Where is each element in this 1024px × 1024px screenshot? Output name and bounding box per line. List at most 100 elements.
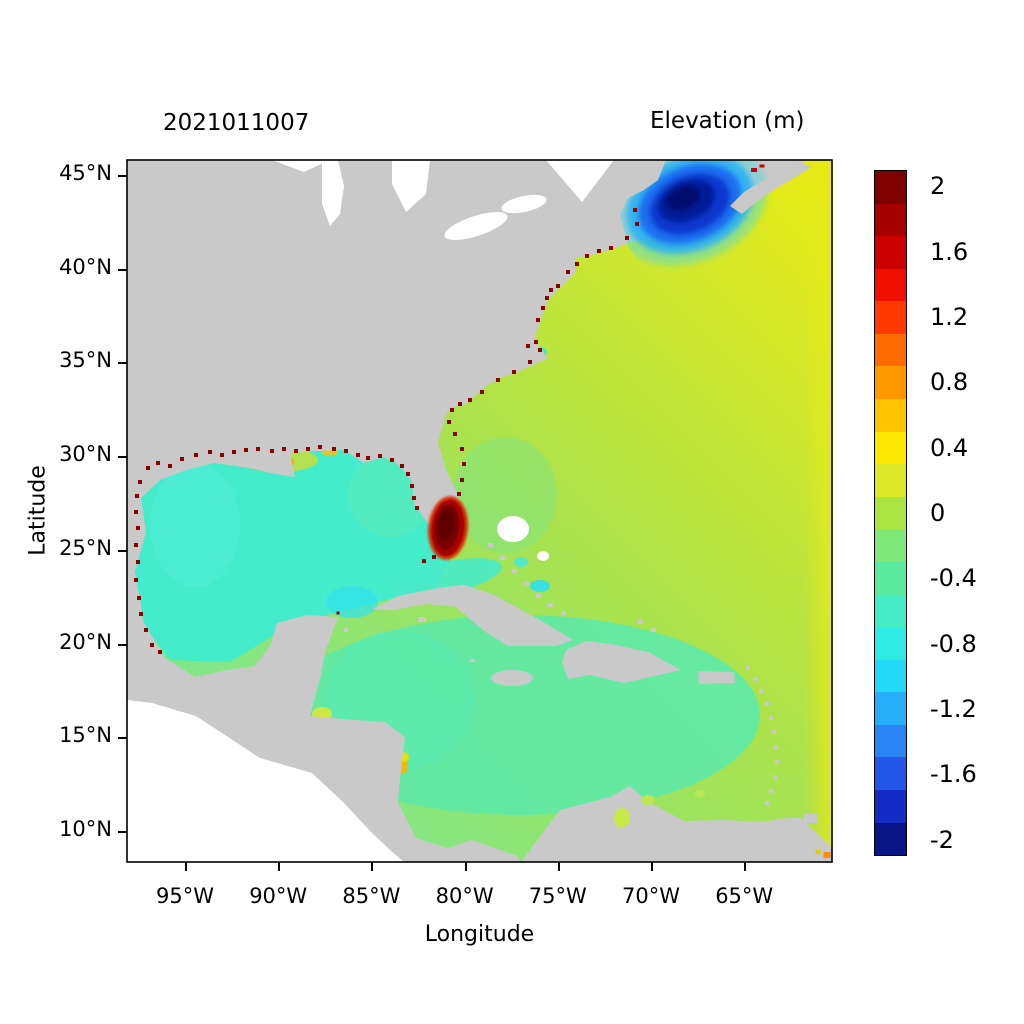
coastal-hotspot bbox=[575, 262, 579, 266]
coastal-hotspot bbox=[306, 447, 310, 451]
coastal-hotspot bbox=[344, 449, 348, 453]
lake-erie bbox=[444, 212, 508, 240]
islet bbox=[638, 620, 643, 624]
coastal-hotspot bbox=[366, 456, 370, 460]
colorbar-segment-10 bbox=[875, 496, 906, 530]
bahama-bank bbox=[497, 516, 529, 542]
plot-border bbox=[126, 159, 833, 863]
coastal-hotspot bbox=[180, 457, 184, 461]
colorbar-segment-2 bbox=[875, 236, 906, 269]
colorbar-segment-14 bbox=[875, 627, 906, 660]
coastal-hotspot bbox=[566, 270, 570, 274]
coastal-hotspot bbox=[390, 458, 394, 462]
surge-core bbox=[437, 509, 455, 539]
coastal-hotspot bbox=[453, 432, 457, 436]
coastal-hotspot bbox=[332, 447, 336, 451]
coastal-hotspot bbox=[410, 484, 414, 488]
colorbar-segment-6 bbox=[875, 366, 906, 400]
coastal-hotspot bbox=[356, 453, 360, 457]
islet bbox=[524, 581, 529, 585]
islet bbox=[470, 659, 475, 662]
islet bbox=[769, 789, 773, 793]
island-hispaniola bbox=[562, 641, 681, 683]
islet bbox=[769, 716, 773, 720]
colorbar-segment-18 bbox=[875, 757, 906, 790]
colorbar-segment-15 bbox=[875, 659, 906, 693]
islet bbox=[773, 775, 777, 779]
coastal-hotspot bbox=[134, 510, 138, 514]
coastal-hotspot bbox=[156, 461, 160, 465]
coastal-hotspot bbox=[556, 284, 560, 288]
colorbar-segment-0 bbox=[875, 171, 906, 204]
coastal-hotspot bbox=[541, 306, 545, 310]
islet bbox=[753, 677, 757, 681]
coastal-hotspot bbox=[232, 450, 236, 454]
coastal-hotspot bbox=[633, 208, 637, 212]
y-axis-label: Latitude bbox=[25, 465, 51, 556]
coastal-hotspot bbox=[400, 464, 404, 468]
colorbar-segment-3 bbox=[875, 268, 906, 302]
coastal-hotspot bbox=[150, 643, 154, 647]
colorbar-segment-19 bbox=[875, 789, 906, 823]
islet bbox=[804, 814, 817, 823]
florida-surge-blob bbox=[427, 496, 469, 560]
colorbar-segment-13 bbox=[875, 594, 906, 628]
islet bbox=[488, 543, 493, 547]
field-patch bbox=[388, 558, 502, 598]
islet bbox=[344, 628, 348, 632]
field-patch bbox=[326, 586, 378, 618]
land-group bbox=[127, 160, 832, 862]
small-islands bbox=[344, 543, 817, 823]
lake-huron bbox=[392, 160, 430, 212]
islet bbox=[561, 611, 566, 615]
coastal-hotspot bbox=[412, 496, 416, 500]
islet bbox=[500, 556, 505, 560]
colorbar bbox=[874, 170, 907, 856]
coastal-hotspot bbox=[135, 494, 139, 498]
colorbar-segment-1 bbox=[875, 203, 906, 237]
coastal-hotspot bbox=[168, 464, 172, 468]
coastal-hotspot bbox=[378, 454, 382, 458]
islet bbox=[512, 569, 517, 573]
coastal-hotspot bbox=[545, 296, 549, 300]
coastal-hotspot bbox=[585, 254, 589, 258]
coastal-hotspot bbox=[138, 480, 142, 484]
inland-water-patches bbox=[614, 790, 705, 828]
islet bbox=[774, 745, 778, 749]
coastal-hotspot bbox=[460, 447, 464, 451]
lake-superior bbox=[272, 160, 330, 172]
colorbar-segments bbox=[875, 171, 906, 856]
coastal-hotspot bbox=[134, 543, 138, 547]
coastal-hotspot bbox=[457, 492, 461, 496]
colorbar-segment-12 bbox=[875, 561, 906, 595]
field-patch bbox=[150, 463, 240, 587]
coastal-hotspot bbox=[635, 222, 639, 226]
plot-title: Elevation (m) bbox=[650, 108, 805, 134]
islet bbox=[765, 702, 769, 706]
lake-ontario bbox=[501, 194, 547, 214]
coastal-hotspot bbox=[823, 852, 831, 858]
colorbar-segment-5 bbox=[875, 333, 906, 367]
coastal-hotspot bbox=[256, 447, 260, 451]
east-edge-strip bbox=[804, 160, 832, 862]
pacific-white bbox=[127, 700, 404, 862]
island-puerto-rico bbox=[698, 671, 735, 684]
coastal-hotspot bbox=[468, 398, 472, 402]
coastal-hotspot bbox=[450, 408, 454, 412]
field-patch bbox=[514, 557, 528, 567]
coastal-hotspot bbox=[538, 348, 542, 352]
colorbar-segment-17 bbox=[875, 724, 906, 758]
islet bbox=[775, 760, 779, 764]
coastal-hotspot bbox=[194, 453, 198, 457]
coastal-hotspot bbox=[336, 611, 340, 615]
colorbar-segment-4 bbox=[875, 301, 906, 334]
coastal-hotspot bbox=[549, 288, 553, 292]
coastal-hotspot bbox=[536, 318, 540, 322]
coastal-hotspot bbox=[447, 420, 451, 424]
coastal-hotspot bbox=[208, 450, 212, 454]
coastal-hotspot bbox=[139, 612, 143, 616]
coastal-hotspot bbox=[625, 236, 629, 240]
field-patch bbox=[453, 437, 557, 553]
